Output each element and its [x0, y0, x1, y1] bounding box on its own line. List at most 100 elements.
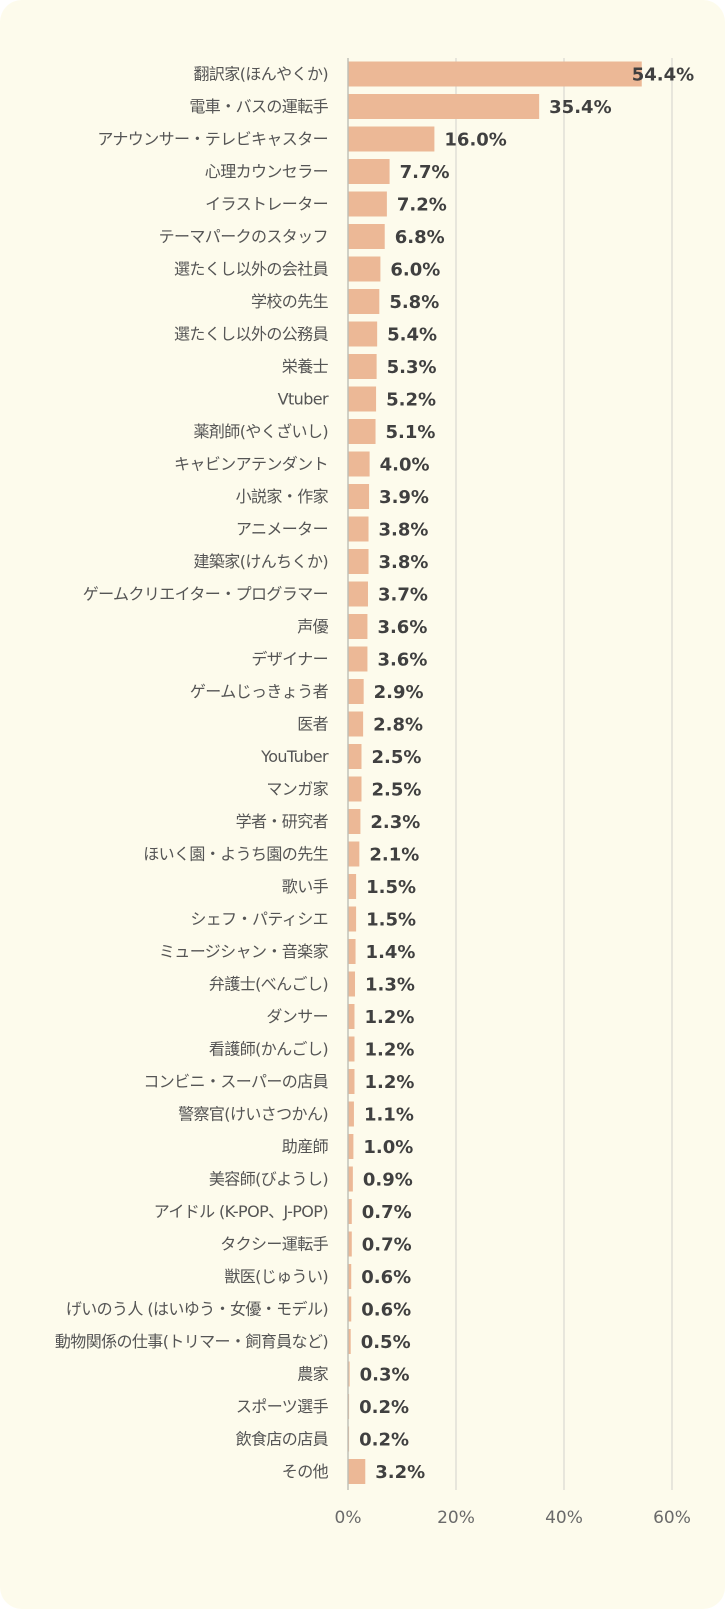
bar-31 — [348, 1069, 355, 1094]
value-label-17: 3.6% — [377, 617, 427, 638]
category-label-9: 栄養士 — [282, 357, 329, 376]
bar-43 — [348, 1459, 366, 1484]
category-label-27: ミュージシャン・音楽家 — [159, 942, 329, 961]
category-label-38: げいのう人 (はいゆう・女優・モデル) — [66, 1300, 328, 1319]
bar-18 — [348, 646, 368, 672]
category-label-14: アニメーター — [236, 520, 328, 539]
x-tick-label-40: 40% — [545, 1508, 583, 1528]
value-label-20: 2.8% — [373, 715, 423, 736]
value-label-3: 7.7% — [400, 162, 450, 183]
bar-20 — [348, 711, 364, 737]
category-label-28: 弁護士(べんごし) — [209, 975, 328, 994]
bar-28 — [348, 971, 356, 997]
category-label-17: 声優 — [297, 617, 328, 636]
bar-17 — [348, 614, 368, 639]
value-label-16: 3.7% — [378, 585, 428, 606]
value-label-41: 0.2% — [359, 1397, 409, 1418]
category-label-34: 美容師(びようし) — [209, 1170, 328, 1189]
category-label-24: ほいく園・ようち園の先生 — [143, 845, 328, 864]
bar-38 — [348, 1296, 352, 1322]
category-label-12: キャビンアテンダント — [174, 455, 328, 474]
value-label-19: 2.9% — [374, 682, 424, 703]
category-label-29: ダンサー — [266, 1007, 328, 1026]
bar-23 — [348, 809, 361, 834]
value-label-1: 35.4% — [549, 97, 611, 118]
bar-39 — [348, 1329, 351, 1354]
value-label-36: 0.7% — [362, 1235, 412, 1256]
bar-36 — [348, 1231, 352, 1257]
bar-24 — [348, 841, 360, 867]
value-label-28: 1.3% — [365, 975, 415, 996]
value-label-40: 0.3% — [360, 1365, 410, 1386]
value-label-35: 0.7% — [362, 1202, 412, 1223]
bar-13 — [348, 484, 370, 509]
value-label-0: 54.4% — [632, 65, 694, 86]
value-label-33: 1.0% — [363, 1137, 413, 1158]
category-label-10: Vtuber — [278, 390, 329, 409]
value-label-7: 5.8% — [389, 292, 439, 313]
bar-4 — [348, 191, 387, 217]
value-label-34: 0.9% — [363, 1170, 413, 1191]
value-label-43: 3.2% — [375, 1462, 425, 1483]
category-label-43: その他 — [282, 1462, 329, 1481]
category-label-13: 小説家・作家 — [236, 487, 329, 506]
category-label-20: 医者 — [297, 715, 328, 734]
value-label-8: 5.4% — [387, 325, 437, 346]
category-label-35: アイドル (K-POP、J-POP) — [154, 1202, 328, 1221]
category-label-42: 飲食店の店員 — [236, 1430, 329, 1449]
category-label-31: コンビニ・スーパーの店員 — [143, 1072, 328, 1091]
bar-11 — [348, 419, 376, 444]
bar-8 — [348, 321, 378, 347]
value-label-38: 0.6% — [361, 1300, 411, 1321]
bar-26 — [348, 906, 357, 932]
category-label-11: 薬剤師(やくざいし) — [194, 422, 329, 441]
value-label-15: 3.8% — [379, 552, 429, 573]
category-label-6: 選たくし以外の会社員 — [174, 260, 329, 279]
bar-32 — [348, 1101, 354, 1127]
category-label-7: 学校の先生 — [251, 292, 329, 311]
bar-35 — [348, 1199, 352, 1224]
bar-33 — [348, 1134, 354, 1159]
value-label-9: 5.3% — [387, 357, 437, 378]
value-label-2: 16.0% — [444, 130, 506, 151]
category-label-4: イラストレーター — [205, 195, 328, 214]
value-label-24: 2.1% — [369, 845, 419, 866]
value-label-18: 3.6% — [377, 650, 427, 671]
x-tick-label-0: 0% — [335, 1508, 362, 1528]
category-label-1: 電車・バスの運転手 — [189, 97, 328, 116]
bar-30 — [348, 1036, 355, 1062]
value-label-5: 6.8% — [395, 227, 445, 248]
bar-5 — [348, 224, 385, 249]
bar-22 — [348, 776, 362, 802]
value-label-39: 0.5% — [361, 1332, 411, 1353]
bar-12 — [348, 451, 370, 477]
bar-16 — [348, 581, 368, 607]
category-label-15: 建築家(けんちくか) — [194, 552, 329, 571]
value-label-21: 2.5% — [372, 747, 422, 768]
bar-6 — [348, 256, 381, 282]
category-label-37: 獣医(じゅうい) — [224, 1267, 328, 1286]
value-label-10: 5.2% — [386, 390, 436, 411]
value-label-29: 1.2% — [364, 1007, 414, 1028]
value-label-13: 3.9% — [379, 487, 429, 508]
category-label-36: タクシー運転手 — [220, 1235, 328, 1254]
value-label-22: 2.5% — [372, 780, 422, 801]
value-label-27: 1.4% — [366, 942, 416, 963]
category-label-21: YouTuber — [260, 747, 329, 766]
category-label-26: シェフ・パティシエ — [190, 910, 328, 929]
category-label-0: 翻訳家(ほんやくか) — [194, 65, 329, 84]
category-label-18: デザイナー — [251, 650, 328, 669]
bar-1 — [348, 94, 540, 119]
category-label-23: 学者・研究者 — [236, 812, 329, 831]
value-label-14: 3.8% — [379, 520, 429, 541]
bar-10 — [348, 386, 377, 412]
bar-15 — [348, 549, 369, 574]
value-label-11: 5.1% — [386, 422, 436, 443]
value-label-25: 1.5% — [366, 877, 416, 898]
value-label-30: 1.2% — [364, 1040, 414, 1061]
bar-0 — [348, 61, 642, 87]
category-label-41: スポーツ選手 — [236, 1397, 329, 1416]
bar-14 — [348, 516, 369, 542]
